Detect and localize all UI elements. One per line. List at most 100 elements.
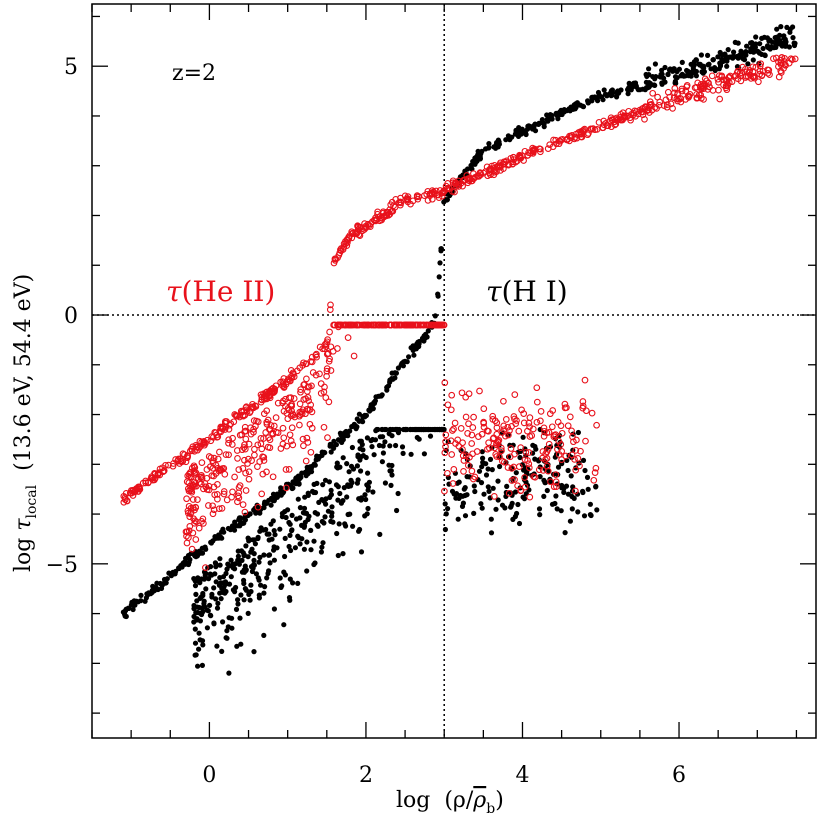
data-point	[241, 441, 248, 449]
data-point	[278, 485, 284, 491]
data-point	[502, 432, 509, 440]
data-point	[472, 155, 478, 161]
data-point	[642, 87, 648, 93]
data-point	[442, 501, 448, 507]
data-point	[260, 527, 266, 533]
data-point	[441, 379, 449, 387]
data-point	[321, 383, 328, 391]
data-point	[500, 397, 507, 405]
data-point	[582, 407, 590, 415]
data-point	[126, 489, 134, 497]
data-point	[387, 321, 395, 329]
data-point	[509, 492, 515, 498]
data-point	[274, 429, 282, 437]
data-point	[546, 410, 554, 418]
data-point	[480, 455, 486, 461]
data-point	[555, 472, 561, 478]
data-point	[567, 108, 573, 114]
data-point	[739, 63, 746, 71]
data-point	[256, 595, 262, 601]
data-point	[716, 95, 724, 103]
data-point	[599, 124, 607, 132]
data-point	[149, 474, 156, 482]
data-point	[480, 405, 488, 413]
data-point	[189, 504, 197, 512]
data-point	[322, 514, 328, 520]
data-point	[757, 41, 763, 47]
data-point	[354, 480, 360, 486]
data-point	[246, 538, 252, 544]
data-point	[225, 439, 232, 447]
data-point	[192, 504, 200, 511]
data-point	[505, 431, 512, 439]
axis-ticks: 0 2 4 6 5 0 −5	[46, 4, 816, 788]
data-point	[574, 455, 582, 462]
data-point	[382, 480, 388, 486]
data-point	[296, 408, 304, 416]
data-point	[745, 61, 751, 67]
x-tick-label: 2	[359, 763, 373, 788]
data-point	[233, 447, 241, 454]
data-point	[424, 334, 430, 340]
data-point	[524, 427, 531, 435]
data-point	[236, 515, 243, 521]
data-point	[272, 414, 280, 421]
data-point	[506, 453, 514, 461]
data-point	[502, 416, 510, 423]
data-point	[748, 46, 754, 52]
data-point	[235, 466, 243, 473]
data-point	[584, 474, 591, 480]
data-point	[329, 443, 335, 449]
data-point	[570, 438, 577, 446]
data-point	[486, 488, 492, 494]
data-point	[451, 419, 459, 427]
data-point	[579, 103, 586, 109]
data-point	[287, 437, 295, 445]
data-point	[352, 229, 359, 236]
data-point	[290, 485, 296, 491]
data-point	[454, 436, 462, 444]
data-point	[345, 235, 353, 242]
data-point	[243, 567, 249, 573]
data-point	[290, 580, 296, 586]
data-point	[317, 380, 325, 387]
data-point	[518, 406, 525, 414]
data-point	[254, 503, 262, 511]
data-point	[791, 42, 798, 49]
data-point	[497, 463, 503, 470]
data-point	[318, 549, 324, 555]
data-point	[242, 469, 249, 477]
data-point	[263, 418, 271, 426]
data-point	[430, 321, 438, 329]
data-point	[166, 570, 172, 576]
data-point	[282, 535, 288, 542]
data-point	[286, 595, 293, 601]
series-h-i	[120, 24, 798, 676]
data-point	[363, 496, 369, 503]
data-point	[271, 557, 277, 563]
data-point	[720, 58, 726, 64]
data-point	[192, 536, 200, 543]
data-point	[558, 107, 564, 113]
data-point	[500, 158, 508, 166]
data-point	[549, 501, 556, 507]
data-point	[414, 434, 420, 441]
data-point	[149, 589, 155, 596]
data-point	[358, 468, 364, 474]
data-point	[301, 505, 308, 511]
data-point	[539, 117, 546, 123]
data-point	[659, 81, 665, 87]
data-point	[236, 561, 242, 567]
data-point	[546, 141, 554, 149]
data-point	[319, 544, 325, 550]
data-point	[493, 424, 501, 432]
data-point	[299, 435, 307, 443]
data-point	[541, 427, 548, 435]
data-point	[547, 478, 554, 486]
data-point	[122, 490, 130, 497]
data-point	[190, 462, 198, 470]
data-point	[324, 350, 332, 357]
data-point	[205, 608, 211, 614]
data-point	[764, 69, 772, 77]
data-point	[151, 474, 159, 482]
